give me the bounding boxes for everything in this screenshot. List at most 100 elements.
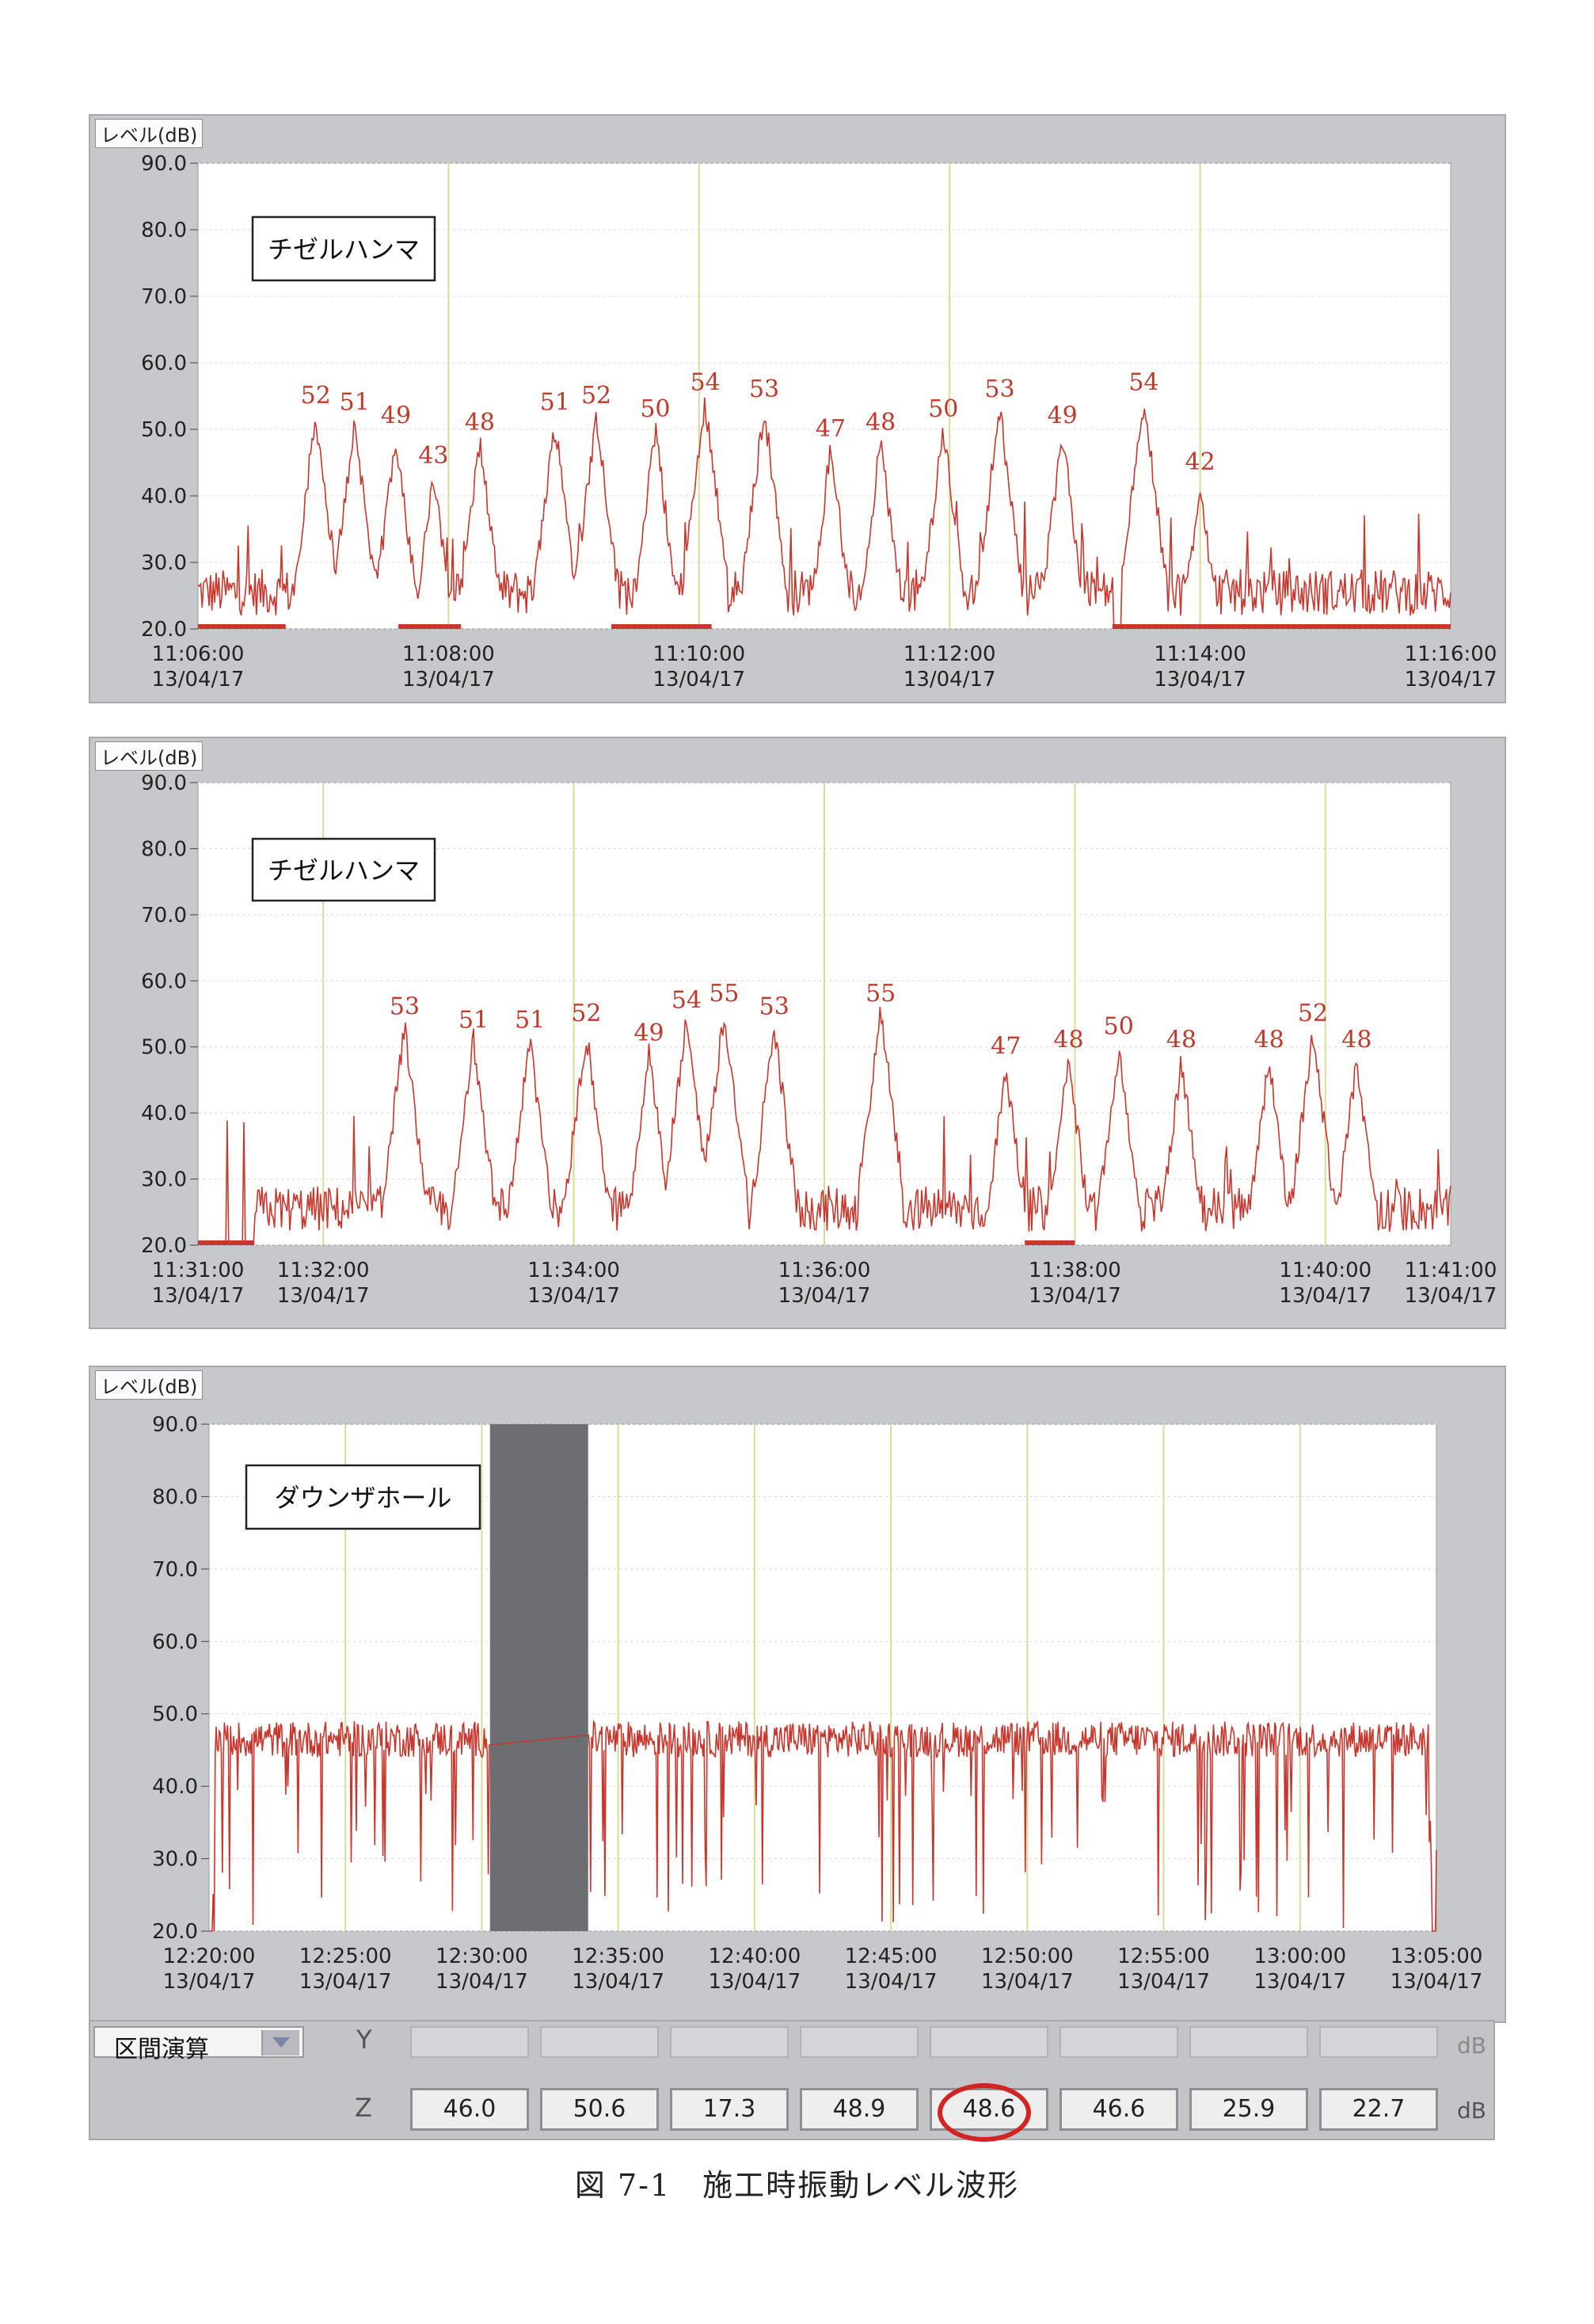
x-tick-date: 13/04/17 bbox=[652, 668, 745, 691]
y-value-cell bbox=[540, 2026, 659, 2058]
label-box-text: ダウンザホール bbox=[274, 1483, 451, 1513]
z-value-cell: 25.9 bbox=[1189, 2088, 1308, 2131]
x-tick-time: 12:55:00 bbox=[1117, 1945, 1210, 1968]
label-box bbox=[251, 215, 436, 282]
y-tick-label: 80.0 bbox=[141, 837, 187, 861]
peak-label: 42 bbox=[1185, 448, 1215, 476]
x-tick-time: 11:40:00 bbox=[1279, 1259, 1371, 1282]
y-value-cell bbox=[670, 2026, 789, 2058]
chart-1-svg: 90.0 80.0 70.0 60.0 50.0 40.0 30.0 20.011:06:00… bbox=[141, 152, 1497, 691]
z-value-cell: 46.6 bbox=[1059, 2088, 1178, 2131]
y-tick-label: 90.0 bbox=[141, 152, 187, 176]
peak-label: 48 bbox=[1053, 1026, 1083, 1053]
y-value-cell bbox=[1059, 2026, 1178, 2058]
x-tick-date: 13/04/17 bbox=[1029, 1284, 1121, 1308]
chart-panel-3: レベル(dB) 90.0 80.0 70.0 60.0 50.0 40.0 30.0 20.0… bbox=[89, 1366, 1506, 2023]
peak-label: 51 bbox=[458, 1006, 489, 1034]
y-tick-label: 50.0 bbox=[141, 418, 187, 442]
x-tick-date: 13/04/17 bbox=[1405, 1284, 1497, 1308]
x-tick-time: 11:06:00 bbox=[152, 642, 245, 666]
x-tick-time: 11:38:00 bbox=[1029, 1259, 1121, 1282]
y-tick-label: 50.0 bbox=[141, 1036, 187, 1060]
highlight-circle bbox=[938, 2083, 1031, 2142]
peak-label: 54 bbox=[1128, 368, 1158, 396]
peak-label: 52 bbox=[301, 382, 331, 410]
x-tick-time: 12:40:00 bbox=[708, 1945, 801, 1968]
peak-label: 51 bbox=[340, 389, 370, 417]
y-axis-label: レベル(dB) bbox=[95, 119, 204, 148]
x-tick-time: 12:50:00 bbox=[981, 1945, 1074, 1968]
x-tick-date: 13/04/17 bbox=[904, 668, 996, 691]
x-tick-date: 13/04/17 bbox=[1254, 1970, 1346, 1994]
peak-label: 50 bbox=[1104, 1013, 1134, 1041]
x-tick-date: 13/04/17 bbox=[1279, 1284, 1371, 1308]
x-tick-time: 11:08:00 bbox=[402, 642, 495, 666]
peak-label: 48 bbox=[1166, 1026, 1196, 1053]
peak-label: 51 bbox=[540, 389, 570, 417]
x-tick-time: 11:12:00 bbox=[904, 642, 996, 666]
y-value-cell bbox=[1189, 2026, 1308, 2058]
y-axis-label: レベル(dB) bbox=[95, 1370, 204, 1400]
chevron-down-icon[interactable] bbox=[261, 2030, 299, 2055]
y-tick-label: 20.0 bbox=[152, 1920, 198, 1944]
peak-label: 53 bbox=[984, 375, 1014, 403]
chart-panel-2: レベル(dB) 90.0 80.0 70.0 60.0 50.0 40.0 30.0 20.0… bbox=[89, 737, 1506, 1329]
x-tick-time: 13:05:00 bbox=[1390, 1945, 1483, 1968]
x-tick-date: 13/04/17 bbox=[1390, 1970, 1483, 1994]
y-tick-label: 70.0 bbox=[141, 285, 187, 309]
peak-label: 49 bbox=[1047, 402, 1077, 429]
x-tick-date: 13/04/17 bbox=[778, 1284, 871, 1308]
peak-label: 50 bbox=[640, 395, 670, 423]
x-tick-date: 13/04/17 bbox=[572, 1970, 664, 1994]
label-box bbox=[245, 1464, 481, 1530]
figure-caption: 図 7-1 施工時振動レベル波形 bbox=[574, 2168, 1020, 2203]
y-tick-label: 30.0 bbox=[152, 1848, 198, 1872]
chart-3-svg: 90.0 80.0 70.0 60.0 50.0 40.0 30.0 20.012:20:00… bbox=[152, 1413, 1483, 1994]
y-tick-label: 40.0 bbox=[152, 1775, 198, 1799]
z-value-cell: 46.0 bbox=[410, 2088, 529, 2131]
excluded-interval bbox=[489, 1424, 588, 1931]
peak-label: 49 bbox=[633, 1019, 664, 1047]
z-value-cell: 50.6 bbox=[540, 2088, 659, 2131]
interval-calc-label: 区間演算 bbox=[114, 2036, 209, 2063]
interval-calc-panel: 区間演算 Y Z 46.0 50.6 17.3 48.9 48.6 46.6 25.9 22.… bbox=[89, 2020, 1495, 2142]
peak-label: 49 bbox=[381, 402, 411, 429]
peak-label: 48 bbox=[465, 409, 495, 436]
peak-label: 48 bbox=[1341, 1026, 1371, 1053]
peak-label: 54 bbox=[690, 368, 721, 396]
y-tick-label: 40.0 bbox=[141, 1102, 187, 1126]
chart-2-svg: 90.0 80.0 70.0 60.0 50.0 40.0 30.0 20.011:31:00… bbox=[141, 771, 1497, 1308]
y-value-cell bbox=[800, 2026, 919, 2058]
x-tick-date: 13/04/17 bbox=[402, 668, 495, 691]
y-tick-label: 20.0 bbox=[141, 1234, 187, 1258]
y-tick-label: 20.0 bbox=[141, 618, 187, 642]
y-tick-label: 50.0 bbox=[152, 1703, 198, 1727]
peak-label: 54 bbox=[671, 986, 702, 1014]
x-tick-time: 12:25:00 bbox=[299, 1945, 392, 1968]
peak-label: 50 bbox=[928, 395, 958, 423]
y-unit: dB bbox=[1457, 2033, 1486, 2059]
x-tick-date: 13/04/17 bbox=[708, 1970, 801, 1994]
peak-label: 43 bbox=[418, 442, 448, 470]
peak-label: 51 bbox=[515, 1006, 545, 1034]
x-tick-date: 13/04/17 bbox=[277, 1284, 370, 1308]
peak-label: 53 bbox=[390, 993, 420, 1021]
peak-label: 52 bbox=[571, 1000, 601, 1027]
y-tick-label: 70.0 bbox=[152, 1558, 198, 1582]
x-tick-time: 11:41:00 bbox=[1405, 1259, 1497, 1282]
y-tick-label: 60.0 bbox=[152, 1630, 198, 1654]
label-box bbox=[251, 837, 436, 902]
x-tick-date: 13/04/17 bbox=[845, 1970, 938, 1994]
peak-label: 53 bbox=[759, 993, 789, 1021]
waveform-series bbox=[197, 397, 1451, 627]
x-tick-time: 11:16:00 bbox=[1405, 642, 1497, 666]
x-tick-date: 13/04/17 bbox=[436, 1970, 528, 1994]
peak-label: 55 bbox=[865, 980, 896, 1008]
x-tick-date: 13/04/17 bbox=[981, 1970, 1074, 1994]
peak-label: 53 bbox=[749, 375, 779, 403]
x-tick-time: 12:30:00 bbox=[436, 1945, 528, 1968]
peak-label: 55 bbox=[709, 980, 739, 1008]
x-tick-time: 12:45:00 bbox=[845, 1945, 938, 1968]
y-tick-label: 40.0 bbox=[141, 485, 187, 509]
interval-calc-select[interactable]: 区間演算 bbox=[93, 2026, 304, 2063]
